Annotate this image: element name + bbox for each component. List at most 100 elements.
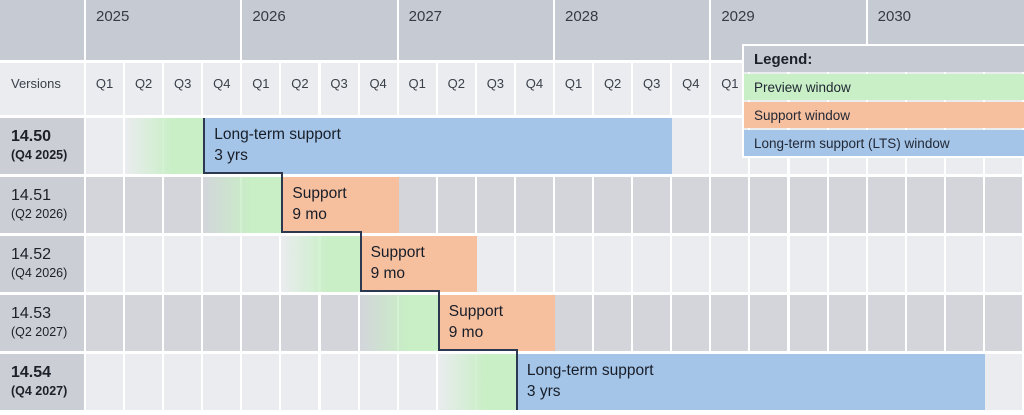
release-quarter-label: (Q4 2026) <box>11 266 68 280</box>
grid-cell <box>242 354 280 410</box>
preview-window-bar <box>125 118 204 174</box>
bar-duration: 9 mo <box>292 206 327 223</box>
year-header-blank-cell <box>0 0 84 60</box>
quarter-cell: Q1 <box>86 63 124 115</box>
grid-cell <box>203 236 241 292</box>
grid-cell <box>242 295 280 351</box>
versions-column-header: Versions <box>0 63 84 115</box>
version-label: 14.53 <box>11 305 52 322</box>
year-cell: 2026 <box>242 0 397 60</box>
version-label: 14.52 <box>11 246 52 263</box>
grid-cell <box>828 177 866 233</box>
grid-cell <box>828 295 866 351</box>
bar-duration: 3 yrs <box>526 383 561 400</box>
grid-cell <box>750 177 788 233</box>
versions-label: Versions <box>11 76 61 91</box>
grid-cell <box>515 177 553 233</box>
year-cell: 2027 <box>398 0 553 60</box>
year-cell: 2028 <box>555 0 710 60</box>
quarter-cell: Q2 <box>594 63 632 115</box>
legend-item-preview: Preview window <box>744 74 1024 100</box>
grid-cell <box>633 177 671 233</box>
support-window-bar: Support 9 mo <box>437 295 555 351</box>
grid-cell <box>789 295 827 351</box>
grid-cell <box>594 177 632 233</box>
grid-cell <box>86 177 124 233</box>
grid-cell <box>906 236 944 292</box>
version-label: 14.54 <box>11 364 52 381</box>
release-quarter-label: (Q2 2026) <box>11 207 68 221</box>
support-window-bar: Support 9 mo <box>359 236 477 292</box>
legend-item-lts: Long-term support (LTS) window <box>744 130 1024 156</box>
grid-cell <box>867 295 905 351</box>
bar-label: Support <box>370 244 425 261</box>
grid-cell <box>633 236 671 292</box>
gantt-row: 14.51 (Q2 2026) Support 9 mo <box>0 177 1024 233</box>
grid-cell <box>945 295 983 351</box>
legend-item-label: Preview window <box>754 79 851 95</box>
grid-cell <box>867 177 905 233</box>
grid-cell <box>86 295 124 351</box>
lts-window-bar: Long-term support 3 yrs <box>515 354 985 410</box>
preview-window-bar <box>203 177 282 233</box>
connector-vertical <box>515 351 518 354</box>
grid-cell <box>476 236 514 292</box>
grid-cell <box>125 354 163 410</box>
grid-cell <box>984 177 1022 233</box>
release-quarter-label: (Q4 2025) <box>11 148 68 162</box>
quarter-cell: Q3 <box>633 63 671 115</box>
bar-label: Long-term support <box>526 362 654 379</box>
grid-cell <box>320 295 358 351</box>
grid-cell <box>594 295 632 351</box>
grid-cell <box>164 295 202 351</box>
connector-horizontal <box>359 290 440 292</box>
grid-cell <box>359 354 397 410</box>
version-cell: 14.54 (Q4 2027) <box>0 354 84 410</box>
preview-window-bar <box>437 354 516 410</box>
release-quarter-label: (Q2 2027) <box>11 325 68 339</box>
support-window-bar: Support 9 mo <box>281 177 399 233</box>
grid-cell <box>125 295 163 351</box>
connector-vertical <box>437 292 440 295</box>
grid-cell <box>555 236 593 292</box>
release-quarter-label: (Q4 2027) <box>11 384 68 398</box>
grid-cell <box>672 295 710 351</box>
grid-cell <box>750 236 788 292</box>
grid-cell <box>125 177 163 233</box>
grid-cell <box>86 236 124 292</box>
grid-cell <box>828 236 866 292</box>
grid-cell <box>242 236 280 292</box>
legend-title: Legend: <box>744 46 1024 72</box>
connector-vertical <box>281 174 284 177</box>
quarter-cell: Q4 <box>515 63 553 115</box>
grid-cell <box>906 177 944 233</box>
grid-cell <box>984 295 1022 351</box>
grid-cell <box>789 236 827 292</box>
quarter-cell: Q3 <box>476 63 514 115</box>
version-cell: 14.52 (Q4 2026) <box>0 236 84 292</box>
grid-cell <box>164 354 202 410</box>
legend: Legend: Preview window Support window Long… <box>742 44 1024 158</box>
grid-cell <box>594 236 632 292</box>
version-cell: 14.51 (Q2 2026) <box>0 177 84 233</box>
grid-cell <box>711 177 749 233</box>
legend-item-support: Support window <box>744 102 1024 128</box>
quarter-cell: Q3 <box>164 63 202 115</box>
grid-cell <box>672 177 710 233</box>
bar-duration: 9 mo <box>370 265 406 282</box>
grid-cell <box>437 177 475 233</box>
connector-horizontal <box>437 349 518 351</box>
quarter-cell: Q4 <box>359 63 397 115</box>
grid-cell <box>281 354 319 410</box>
quarter-cell: Q1 <box>242 63 280 115</box>
gantt-row: 14.53 (Q2 2027) Support 9 mo <box>0 295 1024 351</box>
bar-duration: 3 yrs <box>214 147 248 164</box>
grid-cell <box>867 236 905 292</box>
year-cell: 2025 <box>86 0 241 60</box>
quarter-cell: Q4 <box>672 63 710 115</box>
quarter-cell: Q1 <box>398 63 436 115</box>
quarter-cell: Q3 <box>320 63 358 115</box>
